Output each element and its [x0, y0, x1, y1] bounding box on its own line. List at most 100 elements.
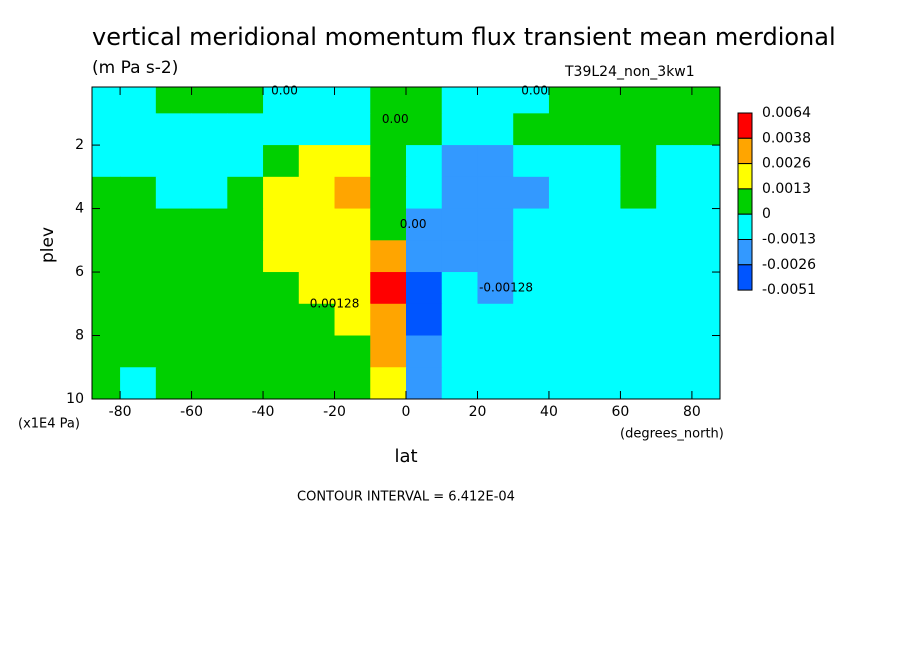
field-cell: [191, 367, 228, 399]
field-cell: [656, 208, 693, 241]
field-cell: [298, 145, 336, 178]
y-tick-label: 2: [75, 137, 84, 153]
field-cell: [406, 145, 443, 178]
field-cell: [406, 240, 443, 273]
field-cell: [477, 145, 514, 178]
field-cell: [477, 303, 514, 337]
field-cell: [620, 145, 657, 178]
contour-label: 0.00: [521, 84, 548, 98]
field-cell: [120, 335, 157, 368]
field-cell: [120, 145, 157, 178]
field-cell: [691, 176, 720, 210]
field-cell: [620, 176, 657, 210]
field-cell: [477, 176, 514, 210]
field-cell: [263, 272, 300, 305]
field-cell: [334, 145, 371, 178]
colorbar-box: [737, 188, 753, 215]
field-cell: [120, 87, 157, 114]
field-cell: [513, 303, 550, 337]
field-cell: [620, 303, 657, 337]
chart-title: vertical meridional momentum flux transi…: [92, 23, 836, 51]
field-cell: [477, 87, 514, 114]
field-cell: [406, 303, 443, 337]
x-tick-label: -20: [323, 404, 346, 420]
x-axis-units: (degrees_north): [620, 427, 724, 442]
field-cell: [298, 272, 336, 305]
field-cell: [120, 208, 157, 241]
colorbar-box: [737, 239, 753, 266]
field-cell: [441, 87, 478, 114]
field-cell: [441, 335, 478, 368]
field-cell: [584, 113, 621, 146]
y-tick-label: 6: [75, 264, 84, 280]
field-cell: [584, 335, 621, 368]
colorbar-box: [737, 264, 753, 291]
colorbar-label: 0.0038: [762, 130, 811, 146]
field-cell: [227, 272, 264, 305]
colorbar-box: [737, 163, 753, 190]
field-cell: [584, 208, 621, 241]
field-cell: [298, 113, 336, 146]
field-cell: [513, 87, 550, 114]
field-cell: [656, 272, 693, 305]
field-cell: [155, 145, 193, 178]
field-cell: [656, 145, 693, 178]
field-cell: [691, 145, 720, 178]
field-cell: [513, 176, 550, 210]
field-cell: [155, 208, 193, 241]
field-cell: [691, 208, 720, 241]
field-cell: [620, 367, 657, 399]
field-cell: [691, 87, 720, 114]
field-cell: [620, 272, 657, 305]
field-cell: [584, 272, 621, 305]
field-cell: [334, 303, 371, 337]
colorbar-label: -0.0051: [762, 282, 816, 298]
field-cell: [548, 113, 586, 146]
field-cell: [263, 208, 300, 241]
field-cell: [548, 303, 586, 337]
field: [92, 87, 720, 399]
contour-label: -0.00128: [479, 280, 533, 294]
field-cell: [656, 303, 693, 337]
x-tick-label: 40: [540, 404, 558, 420]
field-cell: [191, 335, 228, 368]
field-cell: [298, 335, 336, 368]
field-cell: [191, 240, 228, 273]
field-cell: [191, 145, 228, 178]
colorbar-box: [737, 213, 753, 240]
field-cell: [334, 87, 371, 114]
field-cell: [513, 272, 550, 305]
x-tick-label: -80: [109, 404, 132, 420]
field-cell: [691, 335, 720, 368]
field-cell: [477, 335, 514, 368]
field-cell: [227, 335, 264, 368]
field-cell: [441, 303, 478, 337]
field-cell: [548, 208, 586, 241]
field-cell: [263, 367, 300, 399]
field-cell: [441, 208, 478, 241]
field-cell: [656, 367, 693, 399]
colorbar-label: 0.0026: [762, 156, 811, 172]
field-cell: [656, 240, 693, 273]
subtitle: (m Pa s-2): [92, 58, 178, 78]
field-cell: [191, 272, 228, 305]
field-cell: [155, 272, 193, 305]
field-cell: [155, 367, 193, 399]
field-cell: [620, 113, 657, 146]
field-cell: [584, 145, 621, 178]
field-cell: [441, 272, 478, 305]
field-cell: [298, 176, 336, 210]
field-cell: [548, 145, 586, 178]
field-cell: [227, 113, 264, 146]
field-cell: [334, 113, 371, 146]
y-axis-label: plev: [38, 227, 58, 263]
field-cell: [513, 335, 550, 368]
field-cell: [92, 176, 121, 210]
x-axis-label: lat: [394, 446, 417, 467]
field-cell: [298, 87, 336, 114]
field-cell: [92, 87, 121, 114]
field-cell: [370, 335, 407, 368]
field-cell: [263, 87, 300, 114]
field-cell: [513, 145, 550, 178]
field-cell: [92, 303, 121, 337]
